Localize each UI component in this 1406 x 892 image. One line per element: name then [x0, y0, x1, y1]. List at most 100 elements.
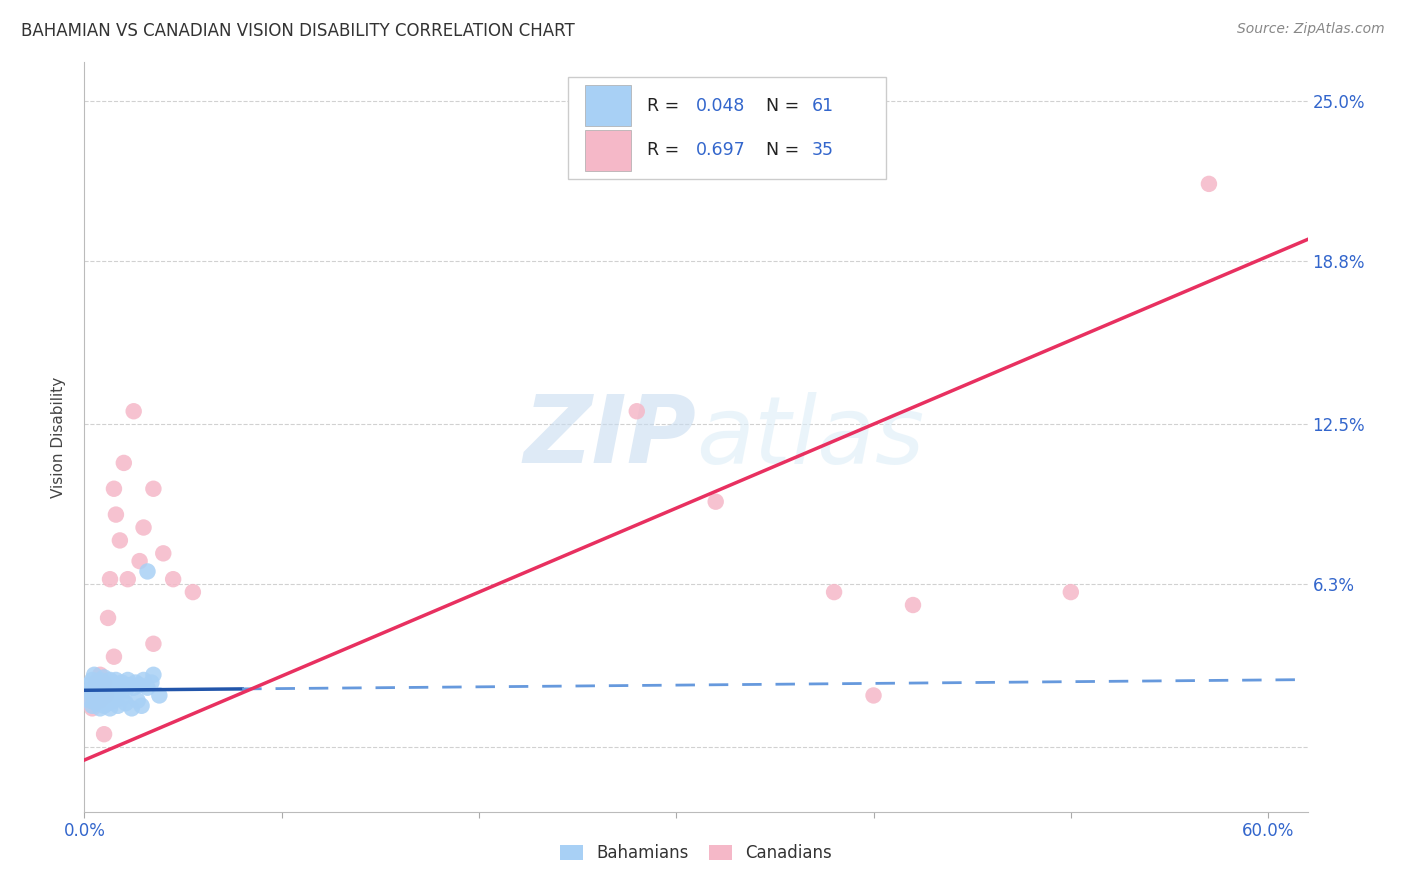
Point — [122, 681, 145, 695]
Point — [97, 683, 120, 698]
Text: 0.048: 0.048 — [696, 96, 745, 115]
Point — [862, 689, 884, 703]
Text: 0.697: 0.697 — [696, 141, 745, 160]
Point — [89, 693, 111, 707]
Point — [103, 683, 125, 698]
Point — [107, 678, 129, 692]
Text: 35: 35 — [813, 141, 834, 160]
Text: ZIP: ZIP — [523, 391, 696, 483]
Point — [136, 565, 159, 579]
Point — [704, 494, 727, 508]
Point — [131, 698, 153, 713]
Text: N =: N = — [766, 96, 804, 115]
Point — [87, 689, 110, 703]
Point — [152, 546, 174, 560]
Point — [89, 701, 111, 715]
Point — [104, 508, 127, 522]
Point — [83, 667, 105, 681]
Point — [136, 681, 159, 695]
Point — [82, 673, 104, 687]
Point — [823, 585, 845, 599]
Point — [94, 689, 117, 703]
Point — [121, 701, 143, 715]
Point — [94, 675, 117, 690]
Point — [124, 675, 146, 690]
Point — [79, 693, 101, 707]
Point — [87, 681, 110, 695]
Point — [108, 533, 131, 548]
Point — [142, 667, 165, 681]
Point — [93, 670, 115, 684]
Point — [91, 689, 114, 703]
Point — [1060, 585, 1083, 599]
Point — [79, 693, 101, 707]
Point — [82, 698, 104, 713]
Point — [87, 691, 110, 706]
Text: 61: 61 — [813, 96, 834, 115]
Point — [83, 693, 105, 707]
Point — [118, 678, 141, 692]
Point — [132, 673, 155, 687]
Point — [104, 673, 127, 687]
FancyBboxPatch shape — [585, 85, 631, 127]
FancyBboxPatch shape — [568, 78, 886, 178]
Point — [901, 598, 924, 612]
Point — [1198, 177, 1220, 191]
Point — [91, 683, 114, 698]
Point — [101, 675, 124, 690]
Point — [89, 673, 111, 687]
Point — [93, 681, 115, 695]
Point — [103, 693, 125, 707]
Point — [127, 693, 149, 707]
Point — [162, 572, 184, 586]
Point — [93, 698, 115, 713]
Point — [122, 404, 145, 418]
Point — [141, 675, 163, 690]
Point — [142, 482, 165, 496]
Point — [98, 701, 121, 715]
Point — [626, 404, 648, 418]
Point — [97, 611, 120, 625]
Point — [84, 675, 107, 690]
Point — [103, 649, 125, 664]
Text: Source: ZipAtlas.com: Source: ZipAtlas.com — [1237, 22, 1385, 37]
Point — [103, 678, 125, 692]
Point — [94, 691, 117, 706]
Point — [181, 585, 204, 599]
Point — [87, 689, 110, 703]
Point — [103, 482, 125, 496]
Text: N =: N = — [766, 141, 804, 160]
Point — [114, 683, 136, 698]
Point — [98, 689, 121, 703]
Point — [97, 678, 120, 692]
Legend: Bahamians, Canadians: Bahamians, Canadians — [551, 836, 841, 871]
Point — [91, 678, 114, 692]
Point — [89, 667, 111, 681]
Point — [142, 637, 165, 651]
Point — [117, 572, 139, 586]
Point — [114, 696, 136, 710]
Point — [112, 678, 135, 692]
Point — [77, 678, 100, 692]
Point — [83, 691, 105, 706]
Point — [128, 678, 150, 692]
Point — [108, 681, 131, 695]
Point — [117, 673, 139, 687]
Point — [82, 701, 104, 715]
Text: R =: R = — [647, 141, 685, 160]
Point — [91, 693, 114, 707]
Point — [93, 727, 115, 741]
Point — [89, 683, 111, 698]
Point — [97, 696, 120, 710]
Point — [93, 675, 115, 690]
Point — [98, 673, 121, 687]
Point — [79, 683, 101, 698]
Point — [111, 691, 134, 706]
Text: atlas: atlas — [696, 392, 924, 483]
Point — [84, 696, 107, 710]
Point — [101, 681, 124, 695]
Point — [107, 698, 129, 713]
Point — [84, 686, 107, 700]
Point — [128, 554, 150, 568]
Point — [83, 683, 105, 698]
